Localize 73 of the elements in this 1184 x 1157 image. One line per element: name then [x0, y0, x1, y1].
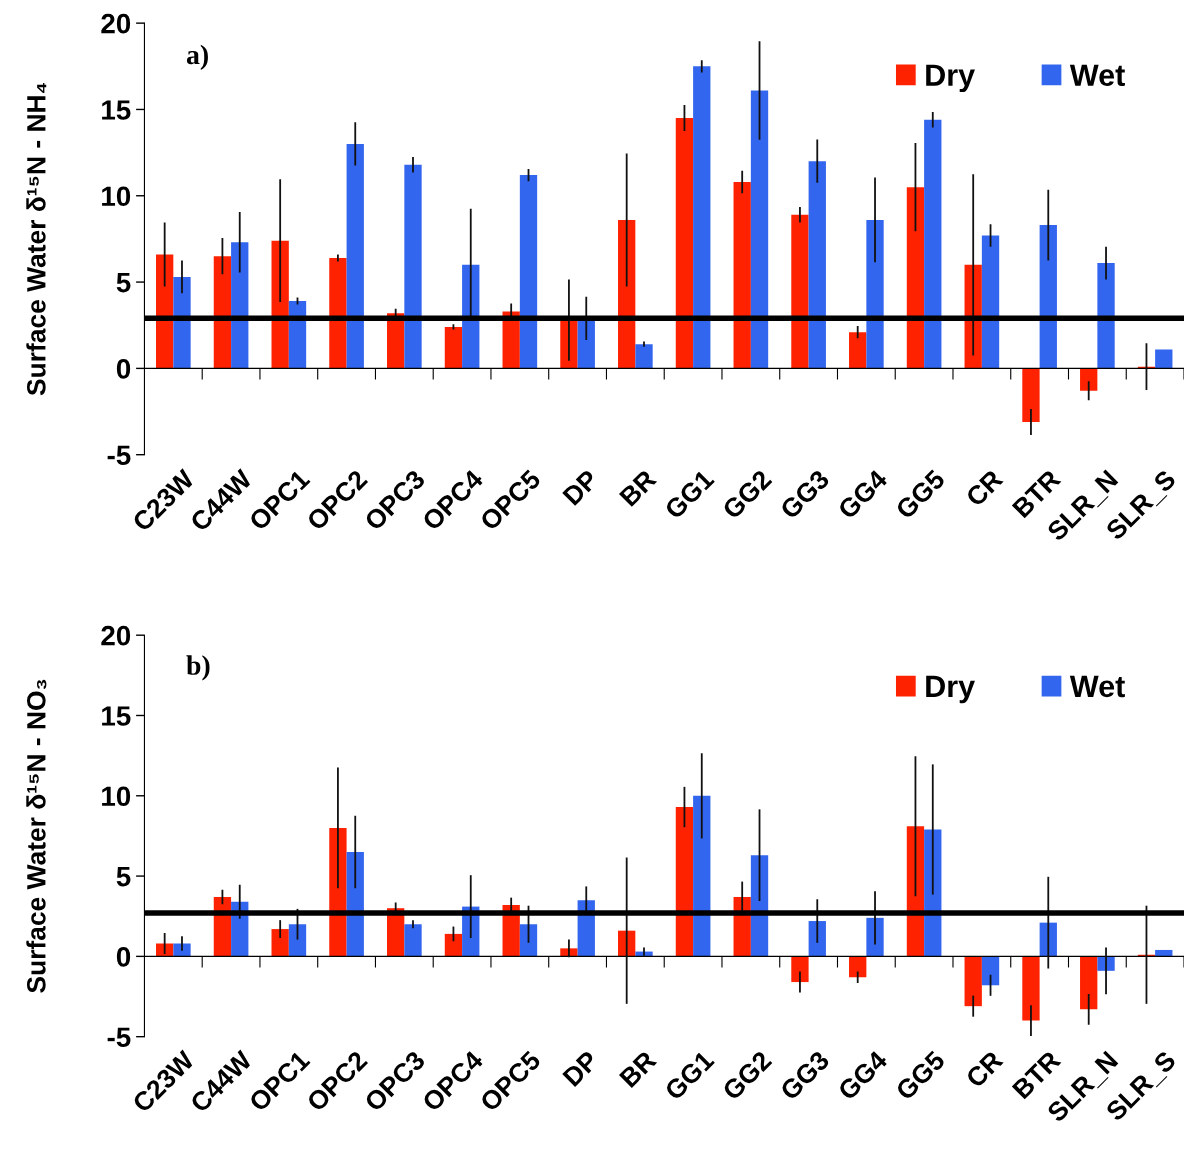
bar	[329, 257, 347, 369]
bar	[808, 161, 826, 369]
bar	[519, 175, 538, 369]
legend-label: Dry	[926, 675, 975, 704]
x-tick-label: CR	[964, 468, 1004, 508]
bar	[635, 344, 653, 369]
bar	[750, 855, 769, 957]
y-tick-label: 15	[102, 706, 131, 726]
bar	[981, 235, 1000, 369]
y-tick-label: 15	[102, 100, 131, 120]
bar	[288, 301, 307, 369]
bar	[849, 956, 867, 978]
bar	[750, 90, 769, 369]
y-tick-label: 10	[102, 786, 131, 807]
bar	[231, 242, 249, 369]
bar	[981, 956, 1000, 986]
bar	[288, 924, 307, 957]
x-tick-label: CR	[964, 1049, 1004, 1089]
bar	[271, 929, 289, 957]
bar	[1155, 949, 1173, 957]
bar	[866, 219, 884, 369]
bar	[1039, 225, 1057, 369]
legend-label: Wet	[1069, 675, 1125, 698]
bar	[346, 143, 364, 369]
y-tick-label: -5	[107, 445, 131, 466]
x-tick-label: DP	[562, 468, 600, 506]
legend-label: Wet	[1069, 64, 1125, 87]
bar	[924, 119, 942, 369]
bar	[519, 924, 538, 957]
bar	[1022, 956, 1040, 1021]
bar	[808, 921, 826, 957]
bar	[173, 276, 191, 369]
bar	[173, 943, 191, 957]
bar	[693, 795, 711, 957]
bar	[404, 164, 422, 369]
bar	[1080, 368, 1098, 391]
bar	[156, 254, 174, 369]
annotation: b)	[186, 655, 210, 681]
bar	[1155, 349, 1173, 369]
x-tick-label: BR	[618, 468, 658, 507]
annotation: a)	[186, 44, 208, 70]
y-tick-label: 5	[116, 273, 131, 293]
bar	[733, 181, 751, 369]
bar	[906, 826, 925, 957]
y-tick-label: 5	[116, 867, 131, 887]
bar	[1080, 956, 1098, 1010]
y-tick-label: -5	[107, 1027, 131, 1048]
x-tick-label: BR	[618, 1049, 658, 1088]
y-axis-title: Surface Water δ¹⁵N - NH₄	[26, 83, 47, 396]
y-tick-label: 20	[101, 13, 131, 34]
bar	[444, 933, 463, 957]
y-tick-label: 0	[116, 947, 131, 967]
bar	[675, 118, 694, 369]
legend-label: Dry	[926, 64, 975, 93]
y-tick-label: 0	[116, 359, 131, 379]
bar	[791, 214, 809, 369]
bar	[791, 956, 809, 983]
y-axis-title: Surface Water δ¹⁵N - NO₃	[26, 679, 47, 993]
bar	[329, 827, 347, 957]
x-tick-label: DP	[562, 1050, 600, 1087]
bar	[693, 66, 711, 369]
bar	[444, 326, 463, 369]
y-tick-label: 20	[101, 625, 131, 646]
bar	[213, 256, 232, 369]
bar	[404, 924, 422, 957]
bar	[675, 807, 694, 957]
bar	[849, 332, 867, 369]
bar	[906, 187, 925, 369]
bar	[964, 956, 982, 1007]
bar	[1097, 263, 1115, 369]
bar	[1022, 368, 1040, 422]
y-tick-label: 10	[102, 186, 131, 207]
bar	[866, 917, 884, 957]
